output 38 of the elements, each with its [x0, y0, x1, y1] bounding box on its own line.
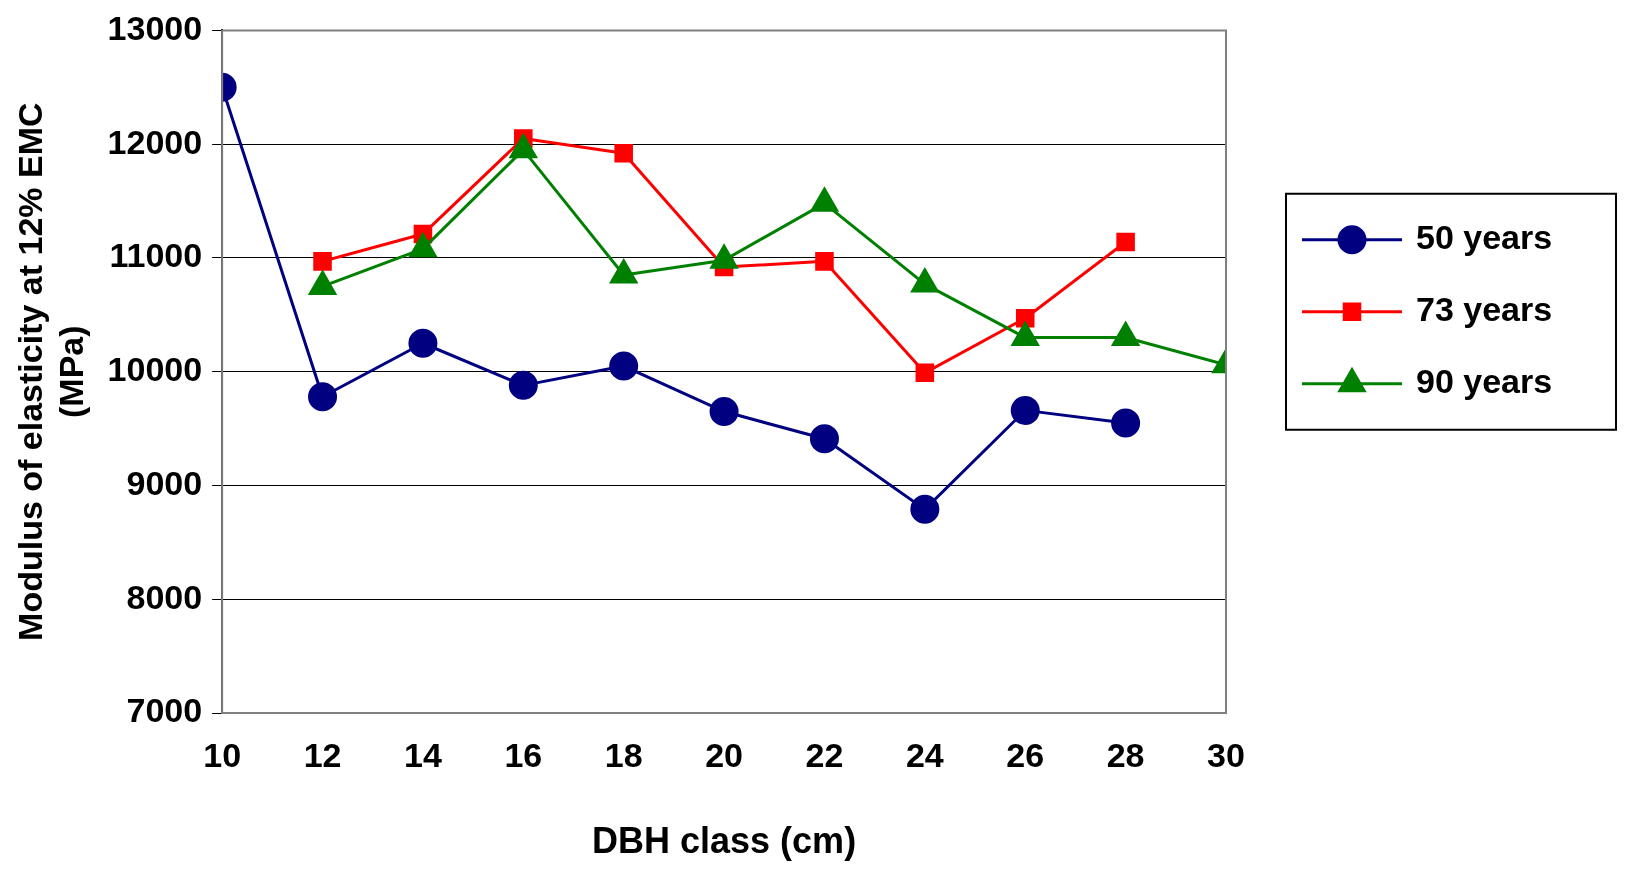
y-tick-label: 8000	[126, 577, 203, 616]
point	[614, 143, 633, 163]
legend-label: 90 years	[1416, 362, 1553, 401]
point	[308, 382, 338, 412]
point	[1015, 308, 1035, 328]
y-tick-label: 10000	[107, 350, 203, 389]
point	[709, 397, 739, 427]
legend-label: 50 years	[1416, 218, 1553, 257]
point	[815, 252, 834, 271]
point	[408, 328, 438, 358]
x-tick-label: 12	[303, 735, 342, 774]
y-tick-label: 11000	[109, 236, 203, 275]
y-tick-label: 9000	[126, 463, 203, 502]
point	[1010, 395, 1040, 425]
y-tick-label: 7000	[126, 691, 203, 730]
point	[915, 363, 935, 383]
x-tick-label: 22	[805, 735, 844, 774]
y-tick-label: 12000	[107, 122, 203, 161]
point	[809, 424, 839, 454]
point	[1111, 408, 1141, 438]
point	[910, 494, 940, 524]
legend-label: 73 years	[1416, 290, 1553, 329]
x-tick-label: 24	[905, 735, 944, 774]
x-tick-label: 20	[705, 735, 743, 774]
x-tick-label: 26	[1006, 735, 1045, 774]
x-tick-label: 18	[604, 735, 643, 774]
x-tick-label: 28	[1106, 735, 1145, 774]
x-tick-label: 14	[404, 735, 442, 774]
y-axis-title: Modulus of elasticity at 12% EMC (MPa)	[10, 102, 90, 641]
x-tick-label: 30	[1207, 735, 1245, 774]
x-tick-label: 16	[504, 735, 543, 774]
point	[508, 370, 538, 400]
point	[313, 252, 332, 271]
x-axis-title: DBH class (cm)	[592, 820, 857, 862]
point	[1116, 232, 1135, 252]
x-tick-label: 10	[203, 735, 242, 774]
y-tick-label: 13000	[107, 8, 203, 47]
point	[609, 351, 639, 381]
